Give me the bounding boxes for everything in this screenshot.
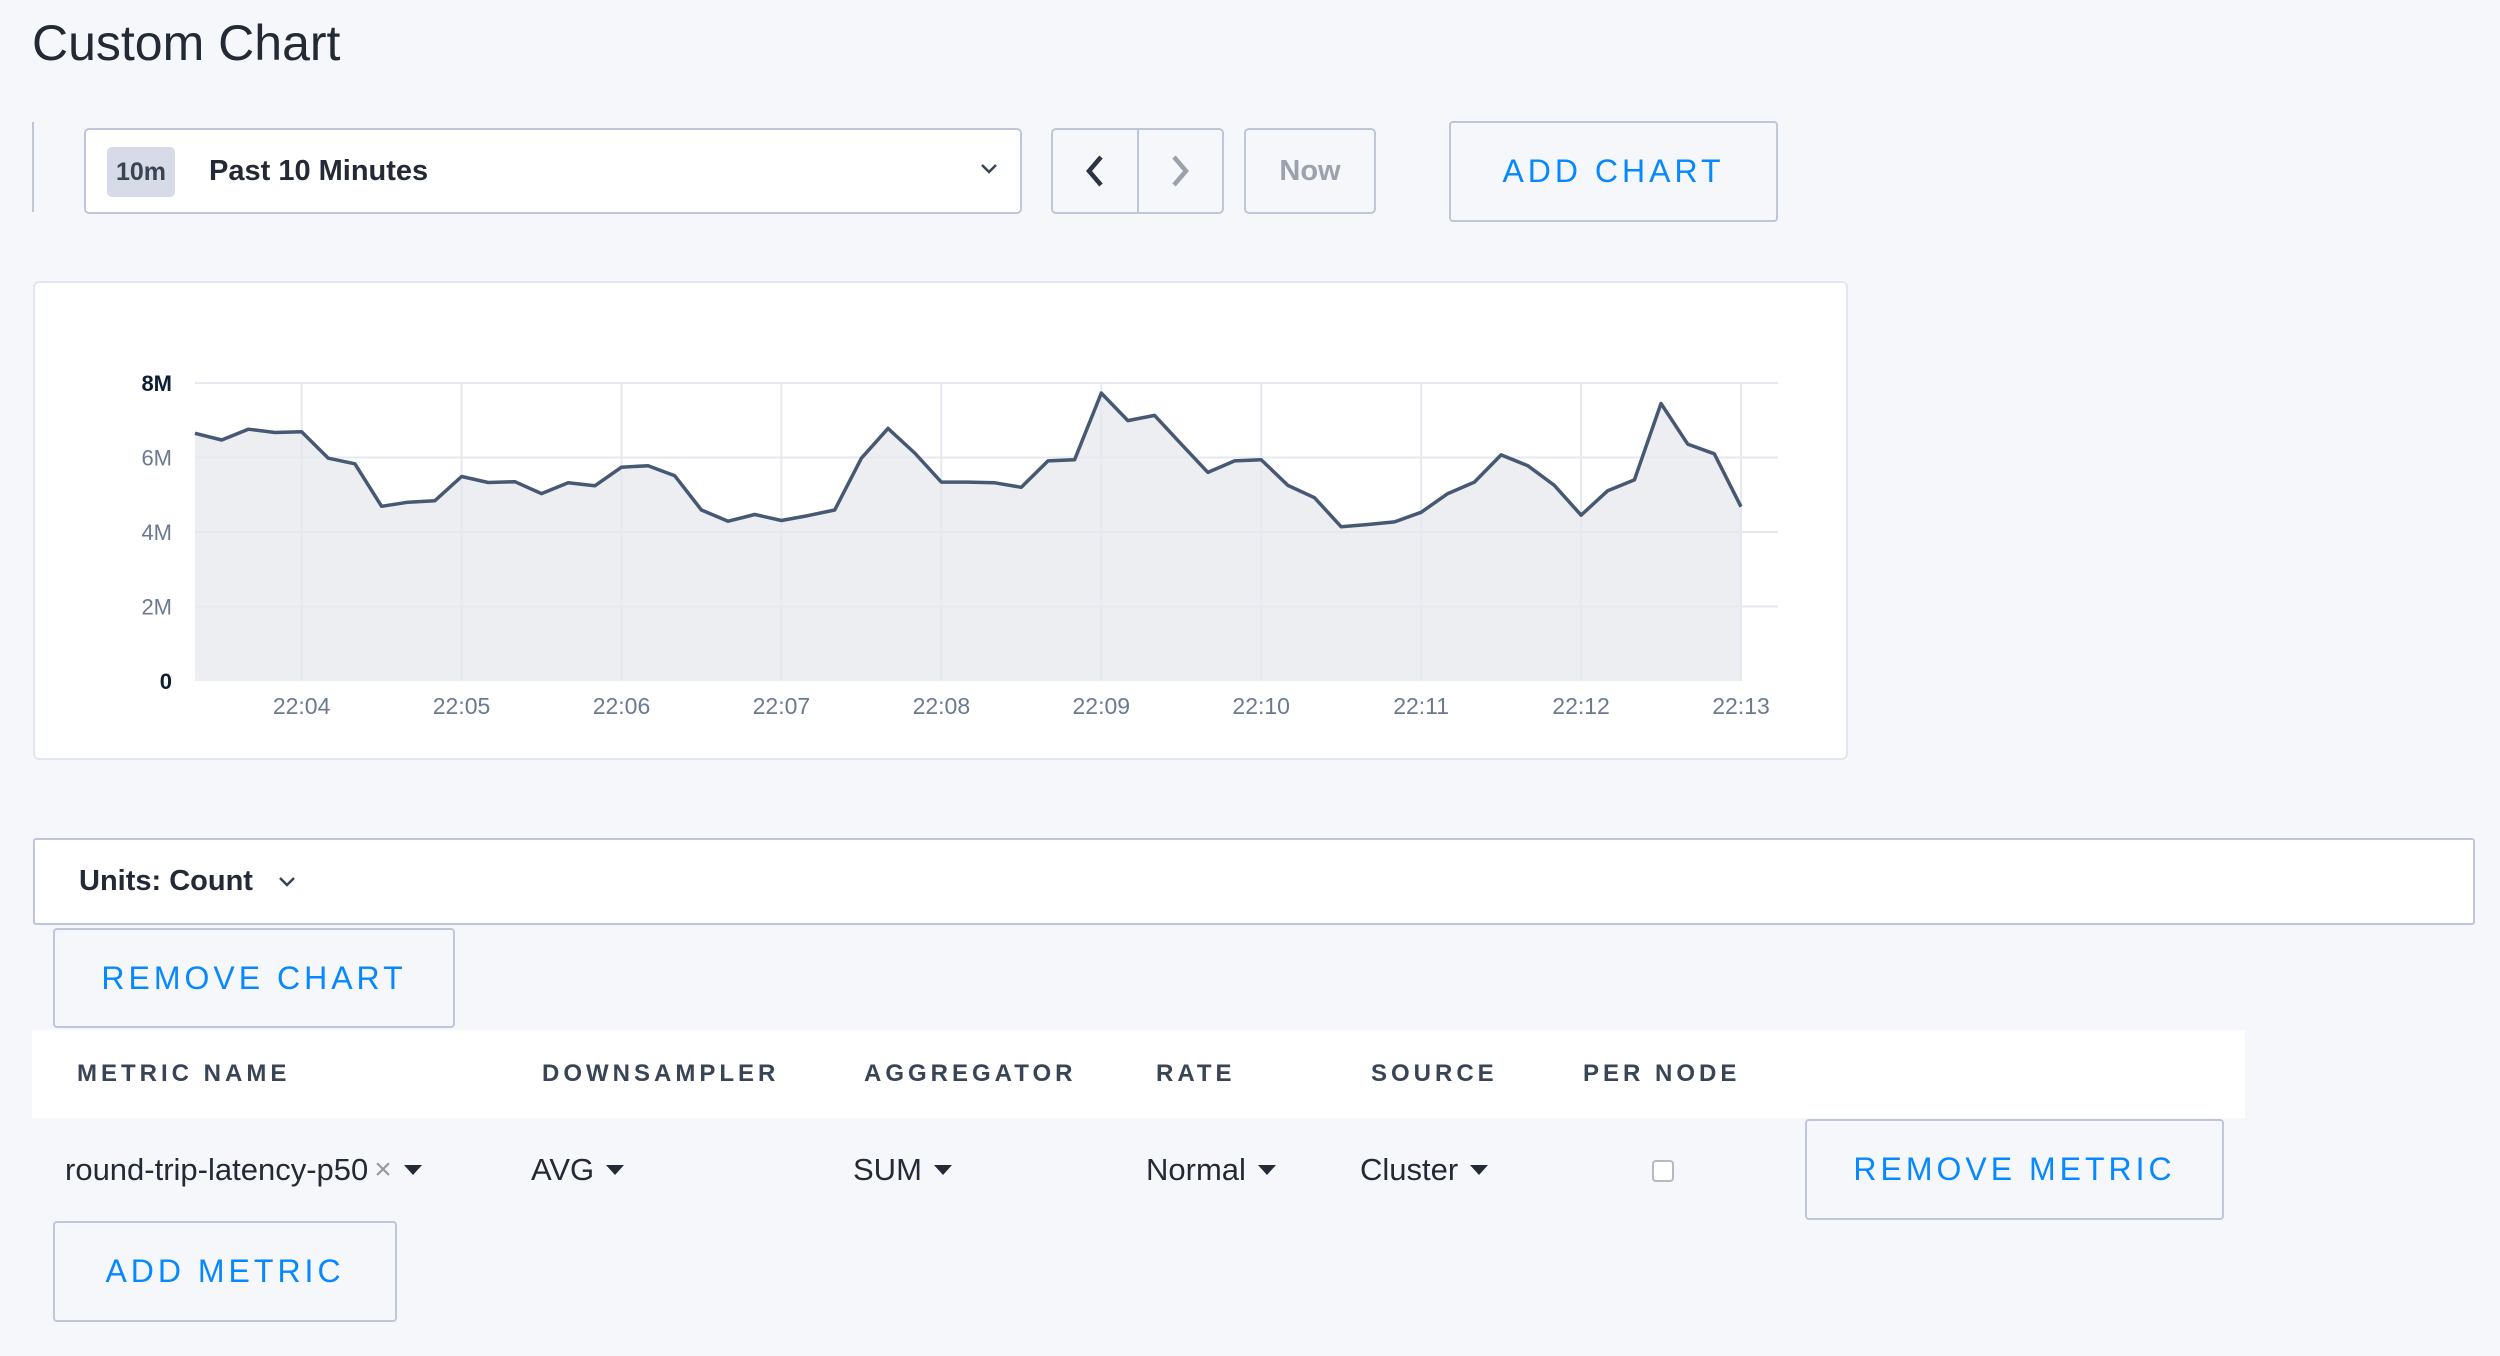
rate-select[interactable]: Normal [1146, 1140, 1276, 1200]
add-chart-button[interactable]: ADD CHART [1449, 121, 1778, 222]
x-tick-label: 22:06 [593, 693, 651, 719]
chevron-down-icon [981, 164, 997, 174]
per-node-checkbox[interactable] [1652, 1160, 1674, 1182]
caret-down-icon [933, 1165, 952, 1175]
caret-down-icon [1470, 1165, 1489, 1175]
y-tick-label: 8M [141, 371, 172, 396]
units-label: Units: Count [79, 840, 299, 923]
y-tick-label: 4M [141, 520, 172, 545]
remove-chart-button[interactable]: REMOVE CHART [53, 928, 455, 1028]
header-aggregator: AGGREGATOR [864, 1060, 1077, 1087]
area-fill [195, 393, 1741, 681]
x-tick-label: 22:12 [1552, 693, 1610, 719]
rate-value: Normal [1146, 1152, 1246, 1187]
time-nav-group [1051, 128, 1224, 214]
clear-icon[interactable]: × [374, 1153, 392, 1186]
caret-down-icon [403, 1165, 422, 1175]
downsampler-select[interactable]: AVG [531, 1140, 625, 1200]
source-value: Cluster [1360, 1152, 1459, 1187]
source-select[interactable]: Cluster [1360, 1140, 1489, 1200]
x-tick-label: 22:05 [433, 693, 491, 719]
x-tick-label: 22:11 [1393, 693, 1449, 719]
metrics-table-header: METRIC NAME DOWNSAMPLER AGGREGATOR RATE … [32, 1030, 2245, 1118]
header-downsampler: DOWNSAMPLER [542, 1060, 780, 1087]
caret-down-icon [1257, 1165, 1276, 1175]
time-range-dropdown[interactable]: 10m Past 10 Minutes [84, 128, 1022, 214]
y-tick-label: 2M [141, 595, 172, 620]
page-title: Custom Chart [32, 15, 341, 71]
divider [32, 122, 34, 212]
chevron-left-icon [1085, 155, 1103, 187]
x-tick-label: 22:10 [1232, 693, 1290, 719]
header-per-node: PER NODE [1583, 1060, 1741, 1087]
header-source: SOURCE [1371, 1060, 1498, 1087]
y-tick-label: 6M [141, 446, 172, 471]
aggregator-select[interactable]: SUM [853, 1140, 952, 1200]
x-tick-label: 22:08 [913, 693, 971, 719]
metric-name-value: round-trip-latency-p50 [65, 1152, 369, 1187]
line-chart: 0 2M 4M 6M 8M 22:04 22:05 22:06 22:07 22:08 22:09 2… [141, 371, 1778, 719]
chevron-right-icon [1172, 155, 1190, 187]
previous-time-button[interactable] [1053, 130, 1137, 212]
x-tick-label: 22:04 [273, 693, 331, 719]
metric-name-select[interactable]: round-trip-latency-p50 × [65, 1140, 422, 1200]
x-tick-label: 22:13 [1712, 693, 1770, 719]
add-metric-button[interactable]: ADD METRIC [53, 1221, 397, 1322]
aggregator-value: SUM [853, 1152, 922, 1187]
x-tick-label: 22:07 [753, 693, 811, 719]
remove-metric-button[interactable]: REMOVE METRIC [1805, 1119, 2224, 1220]
downsampler-value: AVG [531, 1152, 595, 1187]
now-button[interactable]: Now [1244, 128, 1376, 214]
chevron-down-icon [279, 876, 295, 887]
y-tick-label: 0 [160, 669, 172, 694]
x-tick-label: 22:09 [1072, 693, 1130, 719]
time-range-badge: 10m [107, 147, 175, 197]
header-rate: RATE [1156, 1060, 1236, 1087]
caret-down-icon [606, 1165, 625, 1175]
next-time-button[interactable] [1136, 130, 1223, 212]
units-value: Units: Count [79, 865, 253, 897]
units-dropdown[interactable]: Units: Count [33, 838, 2475, 925]
header-metric-name: METRIC NAME [77, 1060, 291, 1087]
time-range-label: Past 10 Minutes [209, 154, 429, 187]
